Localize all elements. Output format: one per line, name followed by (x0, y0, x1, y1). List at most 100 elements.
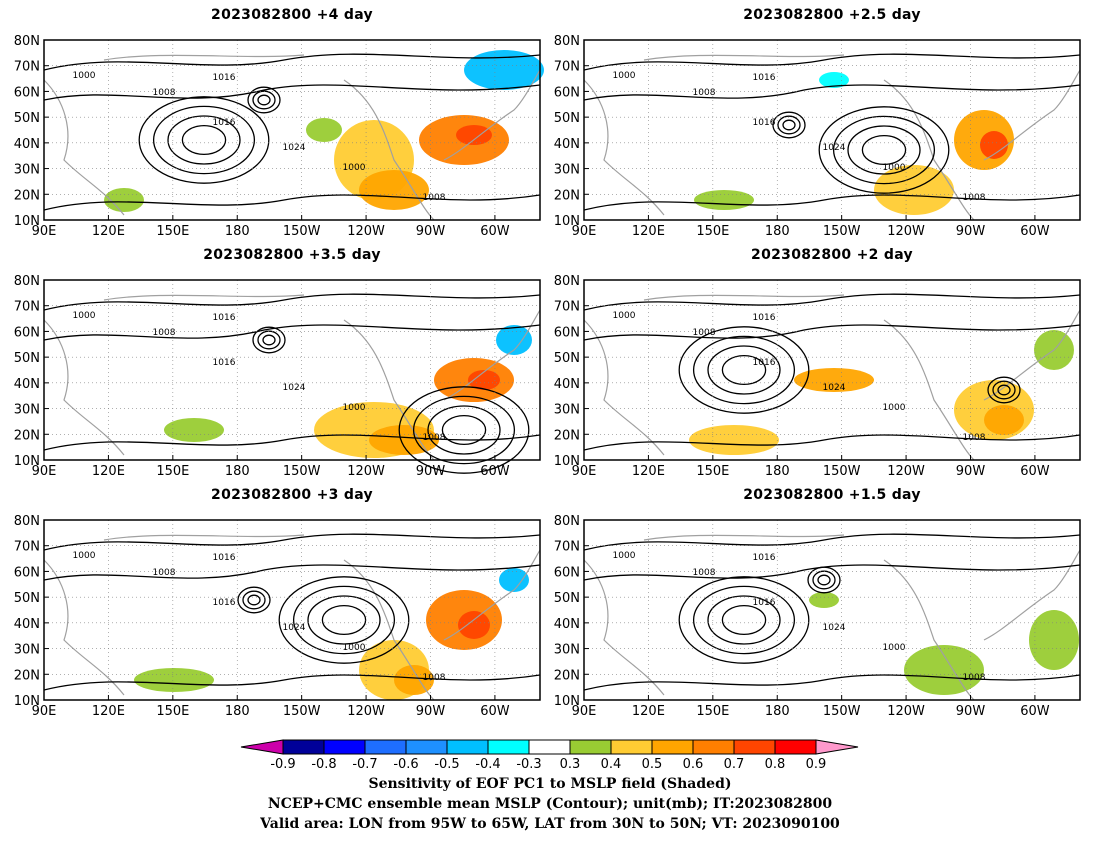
map-panel: 1000 1008 1016 1024 1000 1008 1016 80N 70N 60N 50N… (554, 274, 1081, 479)
contour-high (427, 405, 501, 455)
contour-low (992, 380, 1016, 400)
panel-title-3: 2023082800 +3.5 day (203, 247, 381, 263)
mslp-contours (583, 293, 1081, 451)
colorbar-tick-label: -0.3 (516, 757, 541, 772)
contour-high (292, 585, 396, 655)
contour-line (43, 564, 541, 581)
shaded-region (499, 568, 529, 592)
lat-label: 80N (554, 274, 580, 289)
coastline-arctic (103, 534, 305, 541)
lat-label: 30N (14, 643, 40, 658)
lat-label: 40N (554, 137, 580, 152)
contour-low (772, 111, 806, 139)
contour-label: 1008 (963, 433, 986, 443)
lon-label: 120E (92, 224, 125, 239)
contour-line (43, 533, 541, 551)
coastline-arctic (103, 294, 305, 301)
mslp-contours (43, 533, 541, 691)
contour-low (242, 590, 266, 610)
contour-low (262, 334, 276, 346)
map-frame (583, 39, 1081, 221)
panel-title-1: 2023082800 +4 day (211, 7, 373, 23)
colorbar-tick-label: -0.7 (352, 757, 377, 772)
lat-label: 70N (14, 300, 40, 315)
contour-line (583, 293, 1081, 311)
lat-label: 20N (14, 668, 40, 683)
contour-label: 1008 (153, 568, 176, 578)
lon-label: 120E (632, 704, 665, 719)
contour-label: 1024 (283, 383, 306, 393)
lat-label: 60N (554, 325, 580, 340)
contour-low (247, 86, 281, 114)
contour-line (583, 324, 1081, 341)
coastline-east-america (983, 549, 1081, 641)
lon-label: 150W (283, 224, 321, 239)
colorbar-tick-label: 0.7 (724, 757, 745, 772)
contour-low (777, 115, 801, 135)
lon-label: 90W (416, 224, 446, 239)
contour-label: 1000 (73, 71, 96, 81)
contour-label: 1016 (213, 553, 236, 563)
colorbar-swatch (774, 739, 817, 755)
contour-label: 1024 (283, 623, 306, 633)
colorbar: -0.9 -0.8 -0.7 -0.6 -0.5 -0.4 -0.3 0.3 0.4 0.5 0.6… (240, 739, 859, 772)
lon-label: 180 (225, 224, 250, 239)
caption-line-3: Valid area: LON from 95W to 65W, LAT fro… (260, 816, 840, 832)
lon-label: 150E (696, 704, 729, 719)
mslp-contours (43, 293, 541, 474)
lon-label: 150W (283, 464, 321, 479)
mslp-contours (583, 53, 1081, 211)
contour-line (43, 324, 541, 341)
coastline-west-america (343, 319, 435, 461)
contour-label: 1008 (423, 433, 446, 443)
lat-label: 80N (14, 514, 40, 529)
lon-label: 120W (887, 224, 925, 239)
lon-label: 180 (765, 464, 790, 479)
contour-high (847, 125, 921, 175)
coastline-east-america (443, 309, 541, 401)
contour-high (721, 604, 767, 636)
lon-label: 150E (156, 224, 189, 239)
lon-label: 150W (283, 704, 321, 719)
lon-label: 150W (823, 224, 861, 239)
contour-high (678, 326, 810, 414)
contour-label: 1016 (753, 598, 776, 608)
coastline-asia (43, 79, 125, 216)
contour-high (692, 585, 796, 655)
contour-label: 1000 (883, 403, 906, 413)
contour-line (583, 434, 1081, 451)
contour-low (237, 586, 271, 614)
shaded-region (458, 611, 490, 639)
contour-line (583, 53, 1081, 71)
contour-line (43, 84, 541, 101)
coastlines (583, 534, 1081, 701)
contour-label: 1016 (753, 358, 776, 368)
grid (44, 520, 540, 700)
lat-label: 20N (14, 188, 40, 203)
lat-label: 60N (554, 565, 580, 580)
lat-label: 10N (554, 214, 580, 229)
colorbar-tick-label: 0.4 (601, 757, 622, 772)
shaded-region (904, 645, 984, 695)
coastline-arctic (103, 54, 305, 61)
lat-label: 30N (554, 403, 580, 418)
shaded-region (809, 592, 839, 608)
mslp-contours (583, 533, 1081, 691)
contour-line (583, 533, 1081, 551)
lat-label: 80N (554, 34, 580, 49)
lat-label: 50N (554, 351, 580, 366)
contour-label: 1008 (693, 88, 716, 98)
map-panel: 1000 1008 1016 1024 1000 1008 1016 80N 70N 60N 50N… (14, 34, 544, 239)
map-frame (43, 279, 541, 461)
contour-high (832, 115, 936, 185)
contour-label: 1016 (753, 118, 776, 128)
contour-label: 1016 (213, 73, 236, 83)
contour-high (167, 115, 241, 165)
map-frame (43, 39, 541, 221)
lat-label: 20N (554, 668, 580, 683)
lat-label: 50N (554, 111, 580, 126)
coastline-east-america (443, 549, 541, 641)
colorbar-tick-label: 0.5 (642, 757, 663, 772)
coastline-west-america (883, 79, 975, 221)
